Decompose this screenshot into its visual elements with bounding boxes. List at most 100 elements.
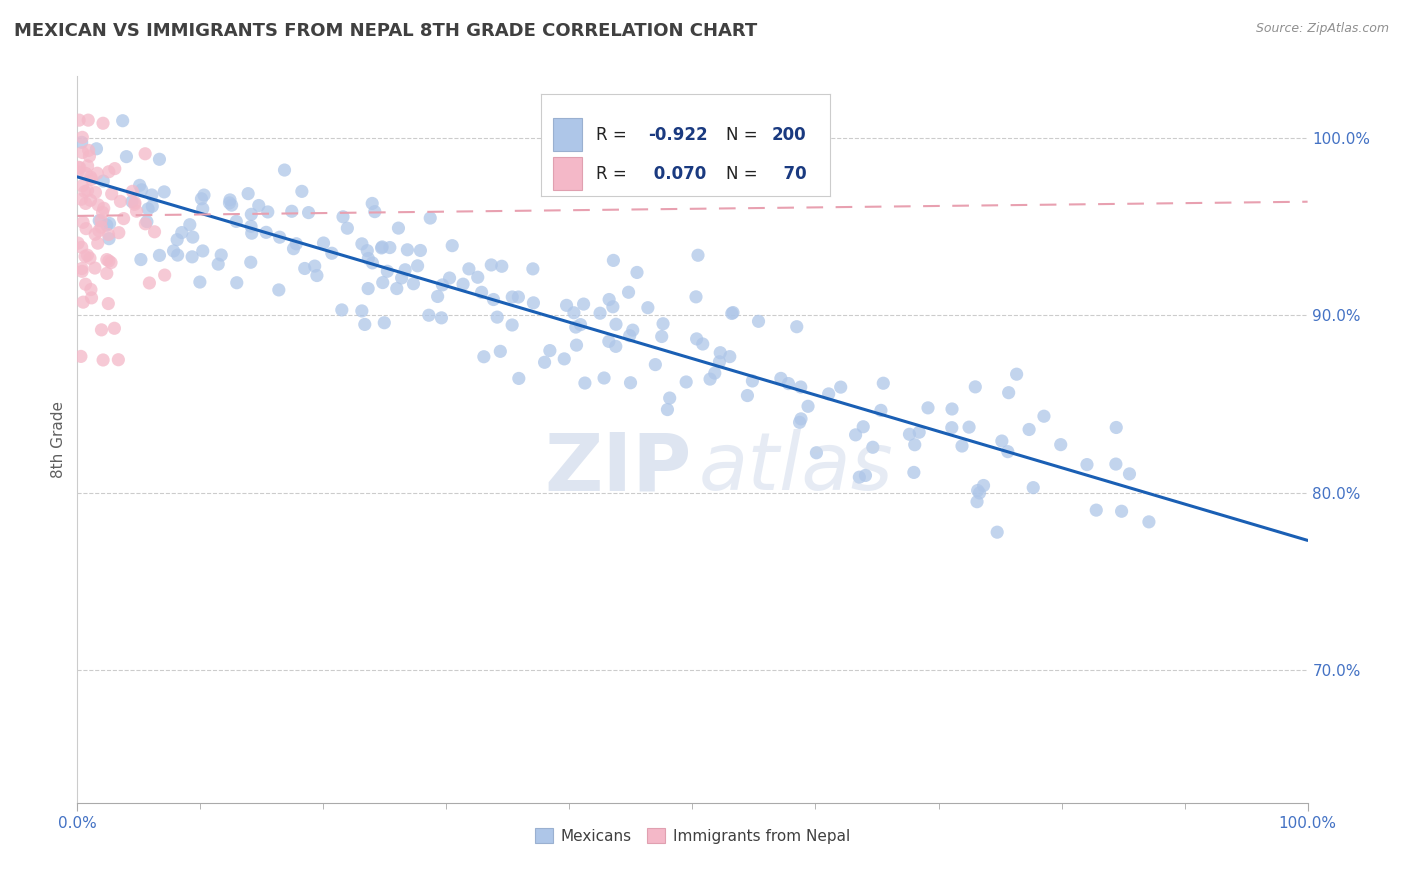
Point xyxy=(181,250,204,264)
Point xyxy=(70,240,93,254)
Point xyxy=(70,261,93,276)
Point xyxy=(112,211,135,226)
Point xyxy=(769,371,792,385)
Point xyxy=(357,282,380,296)
Point xyxy=(79,194,101,208)
Point xyxy=(181,230,204,244)
Point xyxy=(254,225,277,239)
Point xyxy=(426,289,449,303)
Point xyxy=(125,204,148,219)
Point xyxy=(441,238,464,252)
Point xyxy=(589,306,612,320)
Point xyxy=(605,318,627,332)
Point xyxy=(872,376,894,391)
Point xyxy=(862,440,884,454)
Point xyxy=(70,136,93,150)
Point xyxy=(72,145,94,160)
Point xyxy=(77,144,100,158)
Point xyxy=(790,412,813,426)
Point xyxy=(80,170,103,185)
Point xyxy=(75,196,97,211)
Point xyxy=(291,185,314,199)
Point xyxy=(898,427,921,442)
Point xyxy=(486,310,509,325)
Point xyxy=(221,198,243,212)
Point xyxy=(96,218,118,232)
Point xyxy=(565,320,588,334)
Point xyxy=(741,374,763,388)
Point xyxy=(87,198,110,212)
Text: N =: N = xyxy=(725,126,762,144)
Point xyxy=(170,226,193,240)
Point xyxy=(107,352,129,367)
Point xyxy=(501,290,523,304)
Point xyxy=(790,380,813,394)
Point xyxy=(84,186,107,200)
Point xyxy=(193,188,215,202)
Point xyxy=(162,244,184,258)
Point xyxy=(789,415,811,429)
Point xyxy=(240,207,263,221)
Point xyxy=(100,255,122,269)
Point xyxy=(778,376,800,391)
Point xyxy=(79,149,101,163)
Point xyxy=(191,202,214,216)
Point xyxy=(848,470,870,484)
Point xyxy=(131,183,153,197)
Point xyxy=(973,478,995,492)
Point xyxy=(84,227,107,242)
Point xyxy=(432,277,454,292)
Point xyxy=(93,201,115,215)
Point xyxy=(602,253,624,268)
Point xyxy=(1076,458,1098,472)
Point xyxy=(294,261,316,276)
Text: R =: R = xyxy=(596,126,633,144)
Point xyxy=(371,276,394,290)
Point xyxy=(1018,422,1040,436)
Point xyxy=(657,402,679,417)
Point xyxy=(86,166,108,180)
Point xyxy=(312,235,335,250)
Point xyxy=(845,428,868,442)
Point xyxy=(87,224,110,238)
Point xyxy=(134,146,156,161)
Point xyxy=(501,318,523,332)
Point xyxy=(709,355,731,369)
Point xyxy=(281,204,304,219)
Point xyxy=(703,366,725,380)
Point xyxy=(100,186,122,201)
Point xyxy=(73,249,96,263)
Point xyxy=(904,438,927,452)
Point xyxy=(97,296,120,310)
Point xyxy=(721,305,744,319)
Point xyxy=(90,220,112,235)
Point xyxy=(166,233,188,247)
Point xyxy=(626,265,648,279)
Point xyxy=(1022,481,1045,495)
Point xyxy=(709,345,731,359)
Point xyxy=(619,376,641,390)
Point xyxy=(72,130,94,145)
Point xyxy=(569,318,592,332)
Point xyxy=(1137,515,1160,529)
Point xyxy=(508,371,530,385)
Point xyxy=(852,419,875,434)
Point xyxy=(141,199,163,213)
Point xyxy=(617,285,640,300)
Point xyxy=(69,161,91,175)
Point xyxy=(737,388,759,402)
Point xyxy=(522,296,544,310)
Text: 0.070: 0.070 xyxy=(648,165,706,183)
Point xyxy=(562,306,585,320)
Point xyxy=(467,270,489,285)
Point xyxy=(273,163,295,178)
Point xyxy=(870,403,893,417)
Point xyxy=(191,244,214,258)
Point xyxy=(361,256,384,270)
Point xyxy=(353,318,375,332)
Point xyxy=(991,434,1014,448)
Point xyxy=(129,252,152,267)
Point xyxy=(361,196,384,211)
Legend: Mexicans, Immigrants from Nepal: Mexicans, Immigrants from Nepal xyxy=(529,822,856,850)
Point xyxy=(1049,437,1071,451)
